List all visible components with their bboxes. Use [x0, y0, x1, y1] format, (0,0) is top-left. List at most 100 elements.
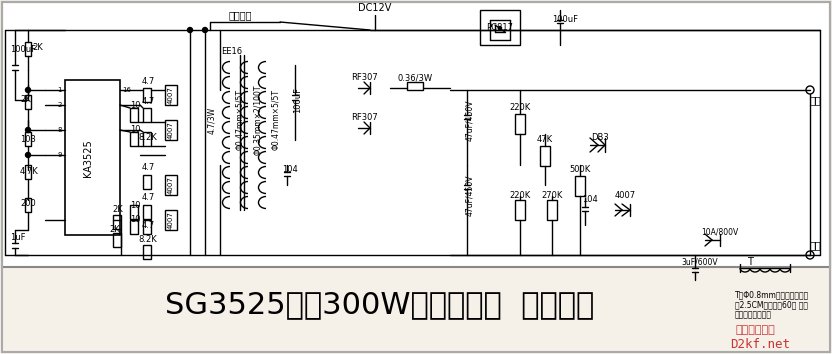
Circle shape — [26, 87, 31, 92]
Text: 9: 9 — [57, 152, 62, 158]
Bar — [25, 165, 31, 179]
Text: DC12V: DC12V — [359, 3, 392, 13]
Text: 47uF/450V: 47uF/450V — [465, 174, 474, 216]
Text: 2K: 2K — [20, 96, 31, 104]
Text: 47uF/450V: 47uF/450V — [465, 99, 474, 141]
Bar — [480, 10, 520, 45]
Text: 4.7: 4.7 — [141, 164, 155, 172]
Bar — [113, 215, 121, 229]
Circle shape — [26, 127, 31, 132]
Text: 100uF: 100uF — [294, 87, 303, 113]
Bar — [25, 42, 31, 56]
Text: 10A/800V: 10A/800V — [701, 228, 739, 236]
Text: Φ0.47mm×5/5T: Φ0.47mm×5/5T — [235, 90, 245, 150]
Bar — [165, 175, 177, 195]
Text: 4.7: 4.7 — [141, 194, 155, 202]
Text: 104: 104 — [582, 195, 598, 205]
Bar — [130, 220, 138, 234]
Bar — [575, 176, 585, 196]
Text: SG3525经冸300W高频机电路  参数精确: SG3525经冸300W高频机电路 参数精确 — [166, 291, 595, 320]
Text: 200: 200 — [20, 200, 36, 209]
Text: 3uF/600V: 3uF/600V — [681, 257, 718, 267]
Text: 2K: 2K — [32, 44, 43, 52]
Text: 10: 10 — [130, 200, 141, 210]
Text: 而成的电心发社区: 而成的电心发社区 — [735, 310, 772, 320]
Text: 100uF: 100uF — [10, 46, 36, 55]
Bar — [25, 95, 31, 109]
Text: Φ0.35mm×2/100T: Φ0.35mm×2/100T — [254, 85, 263, 155]
Bar — [515, 114, 525, 134]
Text: KA3525: KA3525 — [83, 139, 93, 177]
Text: 16: 16 — [122, 87, 131, 93]
Bar — [130, 108, 138, 122]
Text: 1uF: 1uF — [10, 234, 26, 242]
Bar — [547, 200, 557, 220]
Text: D2kf.net: D2kf.net — [730, 338, 790, 352]
Text: PC817: PC817 — [487, 23, 513, 32]
Bar — [407, 82, 423, 90]
Bar — [25, 198, 31, 212]
Circle shape — [187, 28, 192, 33]
Text: 为2.5CM圆筒上绕60匝 胸骨: 为2.5CM圆筒上绕60匝 胸骨 — [735, 301, 808, 309]
Text: 4007: 4007 — [168, 211, 174, 229]
Bar — [143, 108, 151, 122]
Bar — [143, 245, 151, 259]
Circle shape — [498, 27, 502, 29]
Text: 10: 10 — [130, 101, 141, 109]
Bar — [165, 85, 177, 105]
Text: 270K: 270K — [542, 190, 562, 200]
Text: 220K: 220K — [509, 190, 531, 200]
Text: 2K: 2K — [112, 206, 123, 215]
Text: RF307: RF307 — [352, 74, 379, 82]
Text: 电子升发社区: 电子升发社区 — [735, 325, 775, 335]
Bar — [65, 80, 120, 235]
Text: 4.7: 4.7 — [141, 221, 155, 229]
Text: 10: 10 — [130, 216, 141, 224]
Text: 2: 2 — [57, 102, 62, 108]
Text: 电笔: 电笔 — [810, 240, 821, 250]
Text: 10: 10 — [130, 126, 141, 135]
Text: 4007: 4007 — [615, 190, 636, 200]
Text: 4.7: 4.7 — [141, 97, 155, 107]
Text: 100uF: 100uF — [552, 16, 578, 24]
Text: 4.7/3W: 4.7/3W — [207, 107, 216, 133]
Text: 8.2K: 8.2K — [139, 133, 157, 143]
Bar — [143, 132, 151, 146]
Text: 4.7K: 4.7K — [20, 167, 39, 177]
Text: 500K: 500K — [569, 166, 591, 175]
Bar — [25, 132, 31, 146]
Bar — [143, 220, 151, 234]
Bar — [143, 88, 151, 102]
Circle shape — [202, 28, 207, 33]
Text: RF307: RF307 — [352, 114, 379, 122]
Bar — [540, 146, 550, 166]
Text: 0.36/3W: 0.36/3W — [398, 74, 433, 82]
Bar — [143, 205, 151, 219]
Text: DB3: DB3 — [591, 133, 609, 143]
Bar — [130, 132, 138, 146]
Text: T用Φ0.8mm的漆包线在直径: T用Φ0.8mm的漆包线在直径 — [735, 291, 810, 299]
Circle shape — [26, 153, 31, 158]
Text: EE16: EE16 — [221, 47, 243, 57]
Bar — [143, 175, 151, 189]
Text: T: T — [747, 257, 753, 267]
Text: 4007: 4007 — [168, 176, 174, 194]
Text: 2K: 2K — [110, 225, 121, 234]
Text: 4007: 4007 — [168, 86, 174, 104]
Text: 8: 8 — [57, 127, 62, 133]
Text: 47K: 47K — [537, 136, 553, 144]
Text: 104: 104 — [282, 166, 298, 175]
Text: 4007: 4007 — [168, 121, 174, 139]
Text: 4.7: 4.7 — [141, 78, 155, 86]
Text: 220K: 220K — [509, 103, 531, 113]
Text: 8.2K: 8.2K — [139, 235, 157, 245]
Text: 1: 1 — [57, 87, 62, 93]
Bar — [2, 2, 830, 267]
Bar — [113, 233, 121, 247]
Bar — [165, 120, 177, 140]
Bar — [130, 205, 138, 219]
Text: 鱼斗: 鱼斗 — [810, 95, 821, 105]
Text: 103: 103 — [20, 136, 36, 144]
Bar — [515, 200, 525, 220]
Bar — [165, 210, 177, 230]
